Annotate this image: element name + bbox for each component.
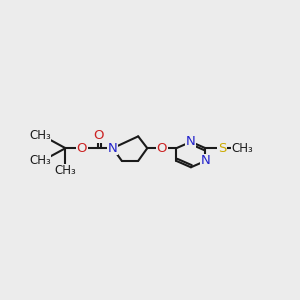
Text: O: O xyxy=(157,142,167,155)
Text: CH₃: CH₃ xyxy=(29,154,51,167)
Text: N: N xyxy=(108,142,118,155)
Text: N: N xyxy=(201,154,210,167)
Text: O: O xyxy=(76,142,87,155)
Text: CH₃: CH₃ xyxy=(232,142,254,155)
Text: CH₃: CH₃ xyxy=(55,164,76,177)
Text: O: O xyxy=(93,129,104,142)
Text: N: N xyxy=(186,135,196,148)
Text: S: S xyxy=(218,142,226,155)
Text: CH₃: CH₃ xyxy=(29,129,51,142)
